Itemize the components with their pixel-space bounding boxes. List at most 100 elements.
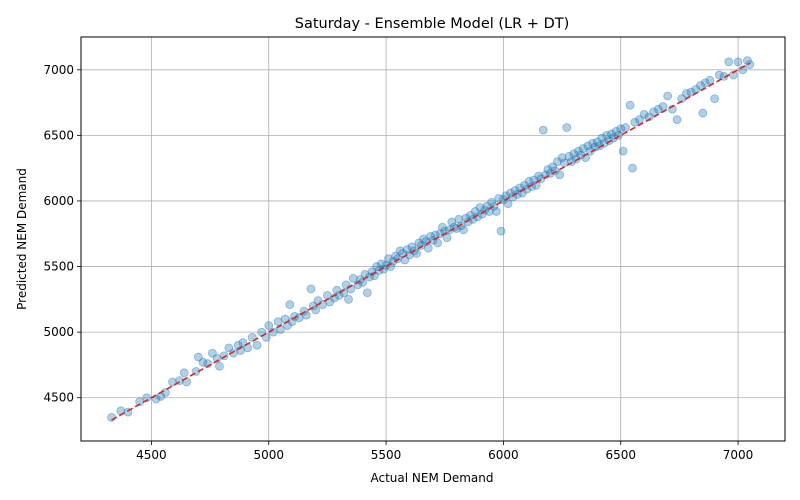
data-point — [433, 238, 443, 248]
data-point — [616, 124, 626, 134]
data-point — [592, 137, 602, 147]
data-point — [437, 222, 447, 232]
data-point — [733, 57, 743, 67]
reference-line — [111, 62, 751, 421]
data-point — [585, 146, 595, 156]
data-point — [503, 199, 513, 208]
data-point — [745, 60, 755, 69]
data-point — [714, 70, 724, 80]
data-point — [571, 154, 581, 164]
data-point — [588, 138, 597, 148]
data-point — [609, 133, 619, 143]
data-point — [372, 262, 382, 271]
data-point — [376, 259, 386, 269]
data-point — [215, 361, 224, 371]
data-point — [423, 243, 433, 253]
data-point — [193, 352, 203, 362]
data-point — [562, 123, 572, 132]
data-point — [682, 89, 691, 98]
x-tick-label: 6500 — [605, 448, 636, 462]
data-point — [344, 294, 353, 304]
data-point — [332, 285, 342, 295]
x-axis-ticks: 4500 5000 5500 6000 6500 7000 — [136, 441, 753, 462]
y-tick-label: 6500 — [43, 128, 74, 142]
data-point — [595, 141, 605, 151]
data-point — [442, 233, 452, 243]
data-point — [611, 127, 621, 136]
x-tick-label: 5000 — [253, 448, 284, 462]
data-point — [311, 305, 321, 315]
data-point — [445, 225, 454, 235]
data-point — [208, 348, 217, 358]
data-points — [107, 56, 755, 422]
data-point — [555, 170, 565, 180]
data-point — [524, 176, 534, 186]
x-tick-label: 5500 — [371, 448, 402, 462]
data-point — [475, 203, 485, 212]
data-point — [381, 260, 391, 270]
data-point — [491, 207, 501, 216]
y-tick-label: 5000 — [43, 325, 74, 339]
data-point — [306, 284, 316, 294]
plot-frame — [80, 36, 786, 442]
data-point — [224, 343, 234, 353]
data-point — [618, 146, 628, 156]
data-point — [698, 108, 708, 118]
data-point — [426, 231, 436, 241]
data-point — [602, 130, 612, 140]
data-point — [564, 151, 574, 161]
data-point — [419, 234, 429, 244]
data-point — [635, 115, 644, 125]
data-point — [264, 321, 274, 330]
data-point — [663, 91, 673, 101]
data-point — [548, 162, 558, 172]
reference-line-group — [111, 62, 751, 421]
data-point — [473, 212, 482, 222]
data-point — [447, 217, 457, 227]
data-point — [574, 146, 583, 156]
data-point — [496, 226, 506, 236]
x-tick-label: 4500 — [136, 448, 167, 462]
data-point — [454, 214, 464, 224]
data-point — [630, 117, 640, 127]
data-point — [107, 412, 116, 422]
data-point — [658, 102, 668, 111]
data-point — [653, 104, 663, 114]
data-point — [538, 125, 548, 135]
data-point — [456, 221, 466, 231]
y-tick-label: 5500 — [43, 260, 74, 274]
data-point — [552, 157, 562, 167]
data-point — [459, 225, 468, 235]
y-tick-label: 6000 — [43, 194, 74, 208]
data-point — [606, 129, 616, 139]
data-point — [402, 245, 412, 254]
data-point — [391, 251, 400, 261]
data-point — [161, 388, 170, 397]
y-tick-label: 4500 — [43, 391, 74, 405]
data-point — [696, 81, 705, 90]
data-point — [243, 343, 253, 353]
data-point — [229, 348, 238, 358]
data-point — [487, 197, 497, 207]
y-tick-label: 7000 — [43, 63, 74, 77]
data-point — [710, 94, 719, 104]
data-point — [395, 246, 405, 256]
data-point — [743, 56, 752, 66]
data-point — [198, 357, 208, 367]
data-point — [407, 242, 417, 252]
data-point — [379, 264, 389, 274]
data-point — [578, 144, 588, 153]
data-point — [639, 109, 649, 119]
data-point — [527, 182, 536, 191]
y-axis-ticks: 4500 5000 5500 6000 6500 7000 — [43, 63, 81, 405]
data-point — [470, 207, 480, 216]
data-point — [557, 153, 567, 163]
data-point — [384, 254, 393, 264]
data-point — [719, 71, 729, 81]
data-point — [513, 190, 522, 199]
data-point — [494, 193, 504, 203]
data-point — [724, 57, 734, 67]
data-point — [212, 353, 222, 363]
grid — [81, 37, 785, 441]
